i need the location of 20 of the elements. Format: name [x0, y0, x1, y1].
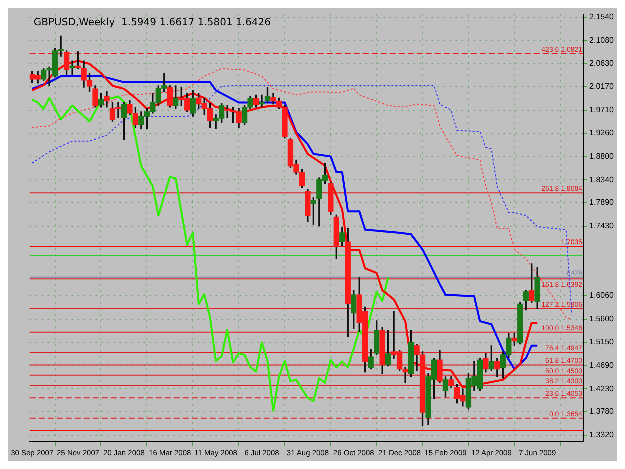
chart-title: GBPUSD,Weekly 1.5949 1.6617 1.5801 1.6426: [34, 17, 272, 28]
y-tick-label: 1.7890: [590, 198, 615, 208]
y-tick-label: 1.6060: [590, 291, 615, 300]
y-tick-label: 1.9260: [590, 128, 615, 138]
y-tick-label: 2.1080: [590, 36, 615, 45]
y-tick-label: 1.8800: [590, 152, 615, 161]
y-tick-label: 1.8340: [590, 175, 615, 184]
y-tick-label: 2.0170: [590, 82, 615, 92]
y-tick-label: 2.0630: [590, 58, 615, 68]
y-tick-label: 1.9710: [590, 106, 615, 115]
candlestick: [70, 60, 76, 76]
candlestick: [259, 94, 265, 108]
y-tick-label: 1.3320: [590, 430, 615, 440]
y-tick-label: 1.5600: [590, 314, 615, 324]
y-tick-label: 1.7430: [590, 222, 615, 231]
y-tick-label: 1.4230: [590, 384, 615, 394]
y-tick-label: 1.5150: [590, 338, 615, 347]
y-tick-label: 2.1540: [590, 12, 615, 22]
y-tick-label: 1.4690: [590, 360, 615, 370]
y-tick-label: 1.3780: [590, 407, 615, 416]
